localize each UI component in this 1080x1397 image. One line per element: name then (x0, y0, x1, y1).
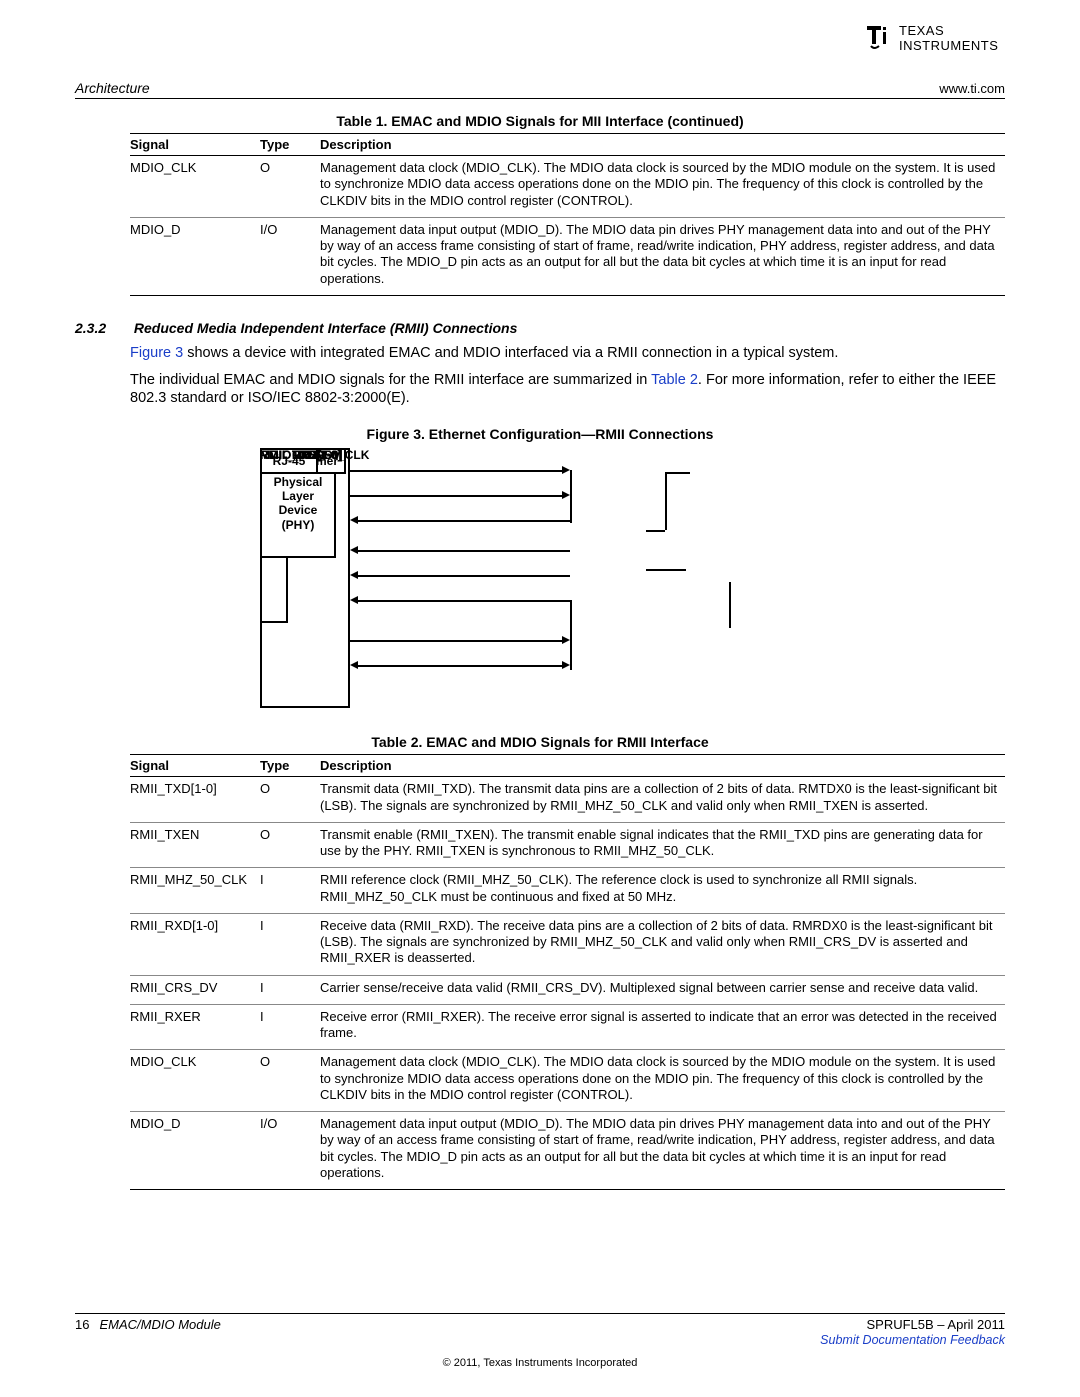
table1-title: Table 1. EMAC and MDIO Signals for MII I… (75, 113, 1005, 129)
cell-type: I (260, 868, 320, 914)
cell-desc: Management data input output (MDIO_D). T… (320, 1112, 1005, 1190)
header-section: Architecture (75, 80, 150, 96)
table2: Signal Type Description RMII_TXD[1-0]OTr… (130, 754, 1005, 1190)
table1-col-desc: Description (320, 134, 1005, 156)
cell-signal: MDIO_CLK (130, 1050, 260, 1112)
cell-signal: RMII_RXER (130, 1004, 260, 1050)
table-row: RMII_TXD[1-0]OTransmit data (RMII_TXD). … (130, 777, 1005, 823)
cell-desc: RMII reference clock (RMII_MHZ_50_CLK). … (320, 868, 1005, 914)
cell-signal: RMII_RXD[1-0] (130, 913, 260, 975)
cell-desc: Management data input output (MDIO_D). T… (320, 217, 1005, 295)
cell-signal: RMII_TXD[1-0] (130, 777, 260, 823)
page-footer: 16 EMAC/MDIO Module SPRUFL5B – April 201… (75, 1313, 1005, 1369)
feedback-link[interactable]: Submit Documentation Feedback (820, 1333, 1005, 1347)
table-row: RMII_RXD[1-0]IReceive data (RMII_RXD). T… (130, 913, 1005, 975)
figure3-diagram: EMAC MDIO Physical Layer Device (PHY) 50… (75, 448, 1005, 708)
cell-signal: RMII_TXEN (130, 822, 260, 868)
figure3-title: Figure 3. Ethernet Configuration—RMII Co… (75, 426, 1005, 442)
cell-desc: Management data clock (MDIO_CLK). The MD… (320, 156, 1005, 218)
cell-desc: Carrier sense/receive data valid (RMII_C… (320, 975, 1005, 1004)
table2-title: Table 2. EMAC and MDIO Signals for RMII … (75, 734, 1005, 750)
cell-signal: RMII_CRS_DV (130, 975, 260, 1004)
cell-signal: MDIO_D (130, 217, 260, 295)
para2-text-a: The individual EMAC and MDIO signals for… (130, 372, 651, 388)
table-row: RMII_CRS_DVICarrier sense/receive data v… (130, 975, 1005, 1004)
cell-desc: Transmit data (RMII_TXD). The transmit d… (320, 777, 1005, 823)
table1-col-signal: Signal (130, 134, 260, 156)
table-row: RMII_RXERIReceive error (RMII_RXER). The… (130, 1004, 1005, 1050)
cell-type: O (260, 1050, 320, 1112)
cell-desc: Management data clock (MDIO_CLK). The MD… (320, 1050, 1005, 1112)
table-row: MDIO_D I/O Management data input output … (130, 217, 1005, 295)
cell-type: O (260, 156, 320, 218)
cell-type: I/O (260, 217, 320, 295)
section-title: Reduced Media Independent Interface (RMI… (134, 320, 517, 336)
footer-module: EMAC/MDIO Module (99, 1317, 220, 1347)
paragraph-2: The individual EMAC and MDIO signals for… (130, 371, 1005, 409)
table1-col-type: Type (260, 134, 320, 156)
table-row: MDIO_CLKOManagement data clock (MDIO_CLK… (130, 1050, 1005, 1112)
paragraph-1: Figure 3 shows a device with integrated … (130, 344, 1005, 363)
table-row: MDIO_CLK O Management data clock (MDIO_C… (130, 156, 1005, 218)
cell-type: I (260, 913, 320, 975)
table2-col-type: Type (260, 755, 320, 777)
footer-docnum: SPRUFL5B – April 2011 (820, 1317, 1005, 1332)
ti-logo: TEXAS INSTRUMENTS (865, 20, 1005, 61)
cell-type: O (260, 822, 320, 868)
section-heading: 2.3.2 Reduced Media Independent Interfac… (75, 320, 1005, 336)
cell-signal: MDIO_D (130, 1112, 260, 1190)
table-row: RMII_TXENOTransmit enable (RMII_TXEN). T… (130, 822, 1005, 868)
table-row: RMII_MHZ_50_CLKIRMII reference clock (RM… (130, 868, 1005, 914)
sig-md: MDIO_D (260, 448, 307, 462)
cell-signal: RMII_MHZ_50_CLK (130, 868, 260, 914)
cell-type: I (260, 1004, 320, 1050)
table2-col-desc: Description (320, 755, 1005, 777)
table1: Signal Type Description MDIO_CLK O Manag… (130, 133, 1005, 296)
table2-col-signal: Signal (130, 755, 260, 777)
copyright: © 2011, Texas Instruments Incorporated (75, 1357, 1005, 1369)
footer-page: 16 (75, 1317, 89, 1347)
para1-text: shows a device with integrated EMAC and … (183, 345, 838, 361)
cell-desc: Receive error (RMII_RXER). The receive e… (320, 1004, 1005, 1050)
cell-type: O (260, 777, 320, 823)
table2-link[interactable]: Table 2 (651, 372, 698, 388)
cell-type: I (260, 975, 320, 1004)
cell-type: I/O (260, 1112, 320, 1190)
cell-signal: MDIO_CLK (130, 156, 260, 218)
svg-text:INSTRUMENTS: INSTRUMENTS (899, 38, 998, 53)
header-url: www.ti.com (939, 81, 1005, 96)
cell-desc: Receive data (RMII_RXD). The receive dat… (320, 913, 1005, 975)
section-number: 2.3.2 (75, 320, 130, 336)
page-header: Architecture www.ti.com (75, 80, 1005, 99)
figure3-link[interactable]: Figure 3 (130, 345, 183, 361)
table-row: MDIO_DI/OManagement data input output (M… (130, 1112, 1005, 1190)
cell-desc: Transmit enable (RMII_TXEN). The transmi… (320, 822, 1005, 868)
svg-text:TEXAS: TEXAS (899, 23, 944, 38)
